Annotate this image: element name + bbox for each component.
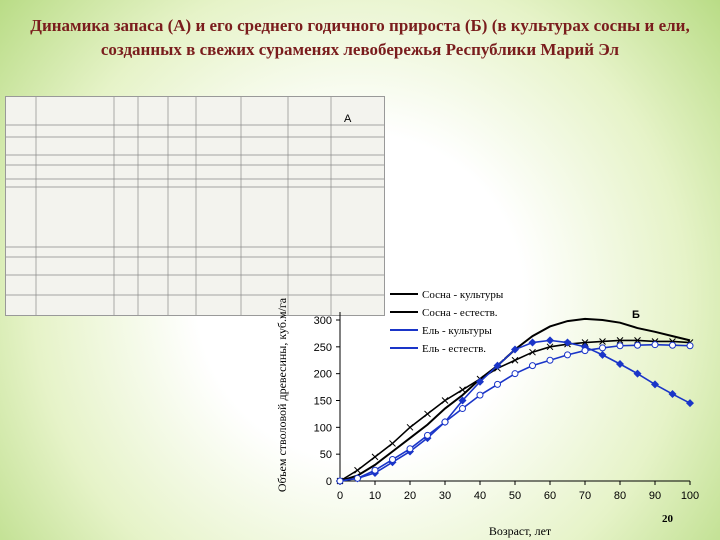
marker — [511, 345, 519, 354]
y-tick-label: 50 — [320, 449, 332, 461]
marker — [424, 431, 431, 439]
y-tick-label: 300 — [314, 315, 332, 327]
x-tick-label: 90 — [649, 490, 661, 502]
marker — [354, 466, 361, 474]
marker — [668, 390, 677, 399]
marker — [598, 350, 607, 359]
marker — [563, 338, 572, 347]
marker — [529, 362, 536, 370]
marker — [616, 337, 624, 344]
marker — [528, 338, 537, 347]
x-axis-label: Возраст, лет — [489, 524, 552, 538]
x-tick-label: 30 — [439, 490, 451, 502]
marker — [371, 466, 379, 474]
marker — [406, 423, 414, 431]
marker — [476, 391, 484, 399]
x-tick-label: 20 — [404, 490, 416, 502]
marker — [459, 386, 466, 394]
x-tick-label: 80 — [614, 490, 626, 502]
x-tick-label: 70 — [579, 490, 591, 502]
x-tick-label: 50 — [509, 490, 521, 502]
marker — [599, 338, 606, 345]
legend-label: Сосна - естеств. — [422, 307, 498, 319]
marker — [371, 453, 379, 461]
page-number: 20 — [662, 513, 674, 525]
marker — [389, 456, 396, 464]
marker — [441, 397, 449, 404]
marker — [511, 356, 519, 364]
y-tick-label: 0 — [326, 476, 332, 488]
x-tick-label: 40 — [474, 490, 486, 502]
marker — [441, 418, 449, 426]
marker — [633, 369, 642, 378]
marker — [493, 361, 502, 370]
y-tick-label: 250 — [314, 342, 332, 354]
y-tick-label: 150 — [314, 396, 332, 408]
marker — [459, 405, 466, 413]
x-tick-label: 10 — [369, 490, 381, 502]
legend-label: Ель - культуры — [422, 325, 492, 337]
y-tick-label: 100 — [314, 422, 332, 434]
marker — [546, 336, 554, 345]
marker — [529, 348, 536, 356]
x-tick-label: 100 — [681, 490, 699, 502]
x-tick-label: 0 — [337, 490, 343, 502]
legend-label: Сосна - культуры — [422, 289, 504, 301]
marker — [546, 343, 554, 351]
marker — [686, 342, 694, 350]
marker — [476, 377, 484, 386]
marker — [494, 380, 501, 388]
marker — [511, 370, 519, 378]
marker — [354, 474, 361, 482]
marker — [686, 399, 694, 408]
table-grid — [6, 97, 384, 315]
marker — [336, 477, 344, 485]
marker — [651, 380, 659, 389]
legend-box — [386, 283, 504, 359]
annotation: Б — [632, 309, 640, 321]
marker — [564, 351, 571, 359]
marker — [581, 339, 589, 346]
marker — [406, 445, 414, 453]
table-image — [5, 96, 385, 316]
marker — [389, 440, 396, 447]
marker — [616, 342, 624, 350]
marker — [669, 341, 676, 349]
marker — [634, 341, 641, 349]
marker — [458, 396, 467, 405]
label-a: А — [344, 113, 352, 125]
x-tick-label: 60 — [544, 490, 556, 502]
marker — [424, 410, 431, 418]
y-tick-label: 200 — [314, 369, 332, 381]
marker — [599, 344, 606, 352]
legend-label: Ель - естеств. — [422, 343, 486, 355]
marker — [616, 360, 624, 369]
y-axis-label: Объем стволовой древесины, куб.м/га — [275, 297, 289, 492]
marker — [651, 341, 659, 349]
slide-title: Динамика запаса (А) и его среднего годич… — [30, 16, 690, 59]
marker — [581, 347, 589, 355]
marker — [546, 356, 554, 364]
